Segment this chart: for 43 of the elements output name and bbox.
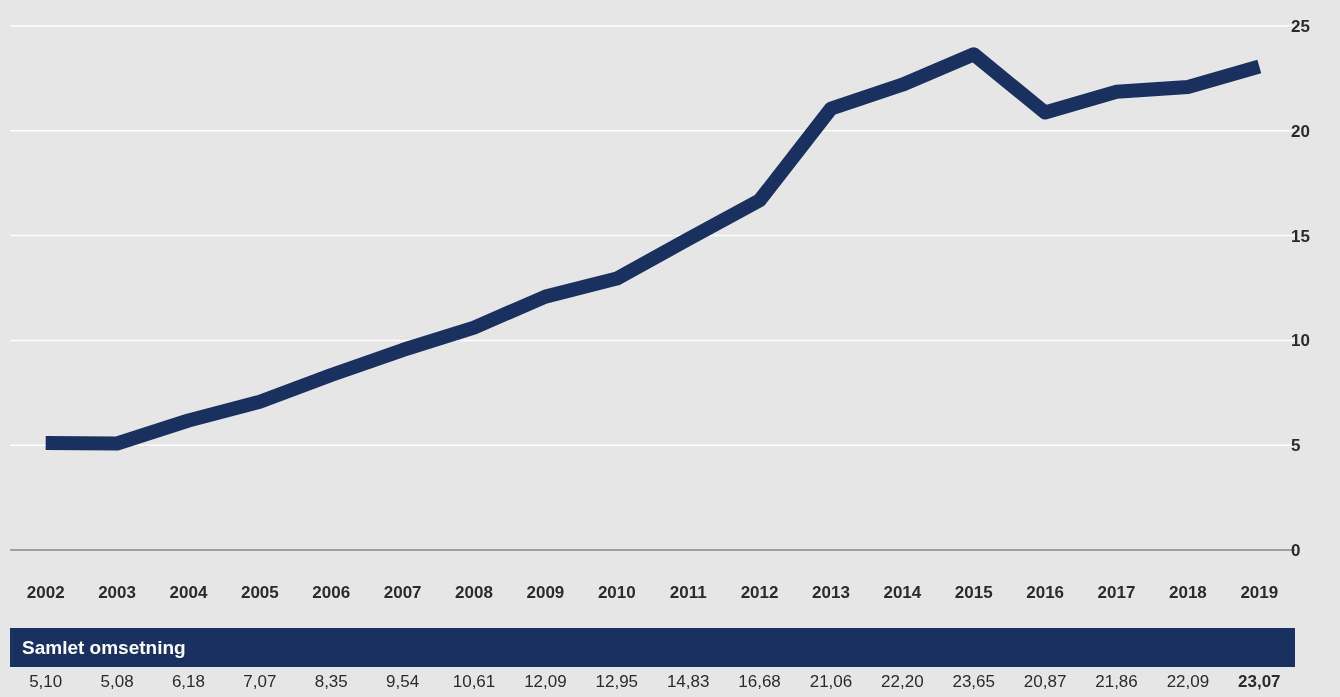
x-tick-label: 2005 xyxy=(240,583,279,603)
text: 21,86 xyxy=(1095,672,1138,691)
x-tick-label: 2011 xyxy=(669,583,707,603)
text: 5,10 xyxy=(29,672,63,691)
text: 21,06 xyxy=(809,672,853,691)
x-tick-label: 2003 xyxy=(98,583,136,603)
y-tick-label: 0 xyxy=(1291,541,1301,561)
x-tick-label: 2012 xyxy=(740,583,779,603)
x-tick-label: 2019 xyxy=(1240,583,1279,603)
y-tick-label: 15 xyxy=(1291,226,1310,246)
text: 7,07 xyxy=(243,672,277,691)
text: 10,61 xyxy=(452,672,496,691)
y-tick-label: 20 xyxy=(1291,121,1310,141)
x-tick-label: 2016 xyxy=(1026,583,1065,603)
text: 23,07 xyxy=(1238,672,1281,691)
text: 14,83 xyxy=(666,672,710,691)
text: 12,95 xyxy=(595,672,639,691)
x-tick-label: 2010 xyxy=(597,583,636,603)
x-tick-label: 2017 xyxy=(1097,583,1136,603)
text: 6,18 xyxy=(171,672,205,691)
text: 22,20 xyxy=(881,672,924,691)
x-tick-label: 2002 xyxy=(26,583,65,603)
text: 9,54 xyxy=(386,672,420,691)
text: 12,09 xyxy=(524,672,567,691)
text: 23,65 xyxy=(952,672,995,691)
text: 5,08 xyxy=(100,672,134,691)
text: 16,68 xyxy=(738,672,781,691)
x-tick-label: 2018 xyxy=(1169,583,1207,603)
x-tick-label: 2014 xyxy=(883,583,922,603)
x-tick-label: 2013 xyxy=(812,583,850,603)
y-tick-label: 10 xyxy=(1291,331,1310,351)
y-tick-label: 25 xyxy=(1291,17,1310,37)
x-tick-label: 2004 xyxy=(169,583,208,603)
text: Samlet omsetning xyxy=(10,628,1295,667)
x-tick-label: 2007 xyxy=(383,583,422,603)
x-tick-label: 2006 xyxy=(312,583,351,603)
text: 20,87 xyxy=(1023,672,1067,691)
x-tick-label: 2015 xyxy=(954,583,993,603)
text: 22,09 xyxy=(1166,672,1210,691)
x-tick-label: 2008 xyxy=(455,583,493,603)
x-tick-label: 2009 xyxy=(526,583,565,603)
y-tick-label: 5 xyxy=(1291,436,1301,456)
text: 8,35 xyxy=(314,672,348,691)
